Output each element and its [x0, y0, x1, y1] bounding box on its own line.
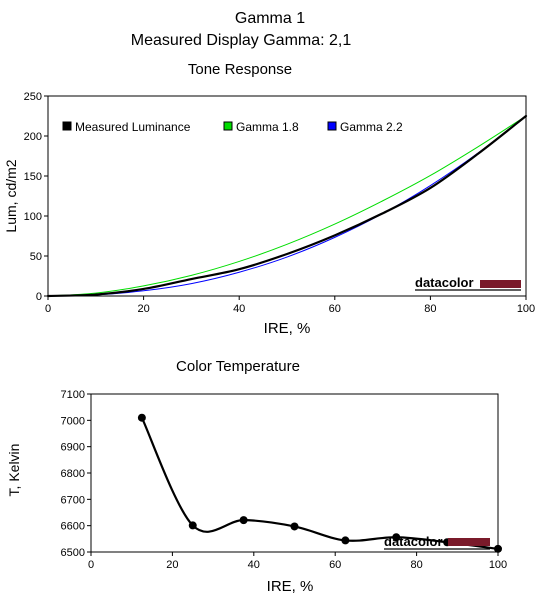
datacolor-logo-text-temp: datacolor [384, 534, 443, 549]
y-tick-label: 150 [24, 171, 42, 183]
legend-item-gamma18: Gamma 1.8 [223, 120, 299, 134]
x-tick-label: 100 [517, 303, 535, 315]
x-tick-label: 100 [489, 559, 507, 571]
temp-y-axis: 6500 6600 6700 6800 6900 7000 7100 [61, 389, 91, 559]
tone-chart-title: Tone Response [188, 61, 292, 78]
data-point [290, 522, 299, 531]
legend-label-gamma18: Gamma 1.8 [236, 120, 299, 134]
y-tick-label: 50 [30, 251, 42, 263]
temp-x-axis-label: IRE, % [267, 578, 314, 595]
data-point [341, 536, 350, 545]
data-point [392, 533, 401, 542]
datacolor-logo-text-tone: datacolor [415, 275, 474, 290]
tone-legend: Measured Luminance Gamma 1.8 Gamma 2.2 [62, 120, 403, 134]
datacolor-logo-tone: datacolor [415, 275, 521, 291]
tone-y-axis: 0 50 100 150 200 250 [24, 91, 48, 303]
y-tick-label: 200 [24, 131, 42, 143]
x-tick-label: 60 [329, 559, 341, 571]
page-title: Gamma 1 [234, 10, 306, 27]
y-tick-label: 7000 [61, 415, 85, 427]
legend-item-measured: Measured Luminance [62, 120, 191, 134]
data-point [239, 516, 248, 525]
data-point [494, 544, 502, 553]
temp-y-axis-label: T, Kelvin [6, 444, 22, 497]
datacolor-logo-bar-temp [448, 538, 490, 546]
tone-x-axis: 0 20 40 60 80 100 [45, 296, 535, 315]
y-tick-label: 6600 [61, 521, 85, 533]
legend-item-gamma22: Gamma 2.2 [327, 120, 403, 134]
x-tick-label: 0 [88, 559, 94, 571]
y-tick-label: 7100 [61, 389, 85, 401]
color-temperature-chart: Color Temperature 6500 6600 6700 6800 6900 70… [6, 358, 507, 595]
tone-y-axis-label: Lum, cd/m2 [3, 159, 19, 232]
y-tick-label: 6800 [61, 468, 85, 480]
x-tick-label: 60 [329, 303, 341, 315]
x-tick-label: 40 [233, 303, 245, 315]
data-point [137, 413, 146, 422]
legend-swatch-measured [62, 121, 72, 131]
temp-x-axis: 0 20 40 60 80 100 [88, 552, 507, 571]
datacolor-logo-bar-tone [480, 280, 521, 288]
x-tick-label: 80 [424, 303, 436, 315]
tone-x-axis-label: IRE, % [264, 320, 311, 337]
y-tick-label: 6500 [61, 547, 85, 559]
tone-series [46, 114, 528, 298]
series-line-gamma-2-2 [47, 115, 527, 297]
legend-label-measured: Measured Luminance [75, 120, 191, 134]
y-tick-label: 0 [36, 291, 42, 303]
legend-swatch-gamma22 [327, 121, 337, 131]
x-tick-label: 0 [45, 303, 51, 315]
data-point [188, 521, 197, 530]
y-tick-label: 6900 [61, 442, 85, 454]
legend-swatch-gamma18 [223, 121, 233, 131]
datacolor-logo-temp: datacolor [384, 534, 490, 550]
x-tick-label: 20 [166, 559, 178, 571]
page-subtitle: Measured Display Gamma: 2,1 [130, 32, 352, 49]
series-line-measured-luminance [46, 114, 528, 298]
legend-label-gamma22: Gamma 2.2 [340, 120, 403, 134]
tone-plot-area [47, 95, 527, 297]
temp-chart-title: Color Temperature [176, 358, 300, 375]
x-tick-label: 80 [410, 559, 422, 571]
x-tick-label: 40 [248, 559, 260, 571]
y-tick-label: 100 [24, 211, 42, 223]
series-line-gamma-1-8 [47, 115, 527, 297]
tone-response-chart: Tone Response 0 50 100 150 200 250 0 20 40 60 80 1… [3, 61, 535, 337]
y-tick-label: 250 [24, 91, 42, 103]
x-tick-label: 20 [137, 303, 149, 315]
y-tick-label: 6700 [61, 494, 85, 506]
